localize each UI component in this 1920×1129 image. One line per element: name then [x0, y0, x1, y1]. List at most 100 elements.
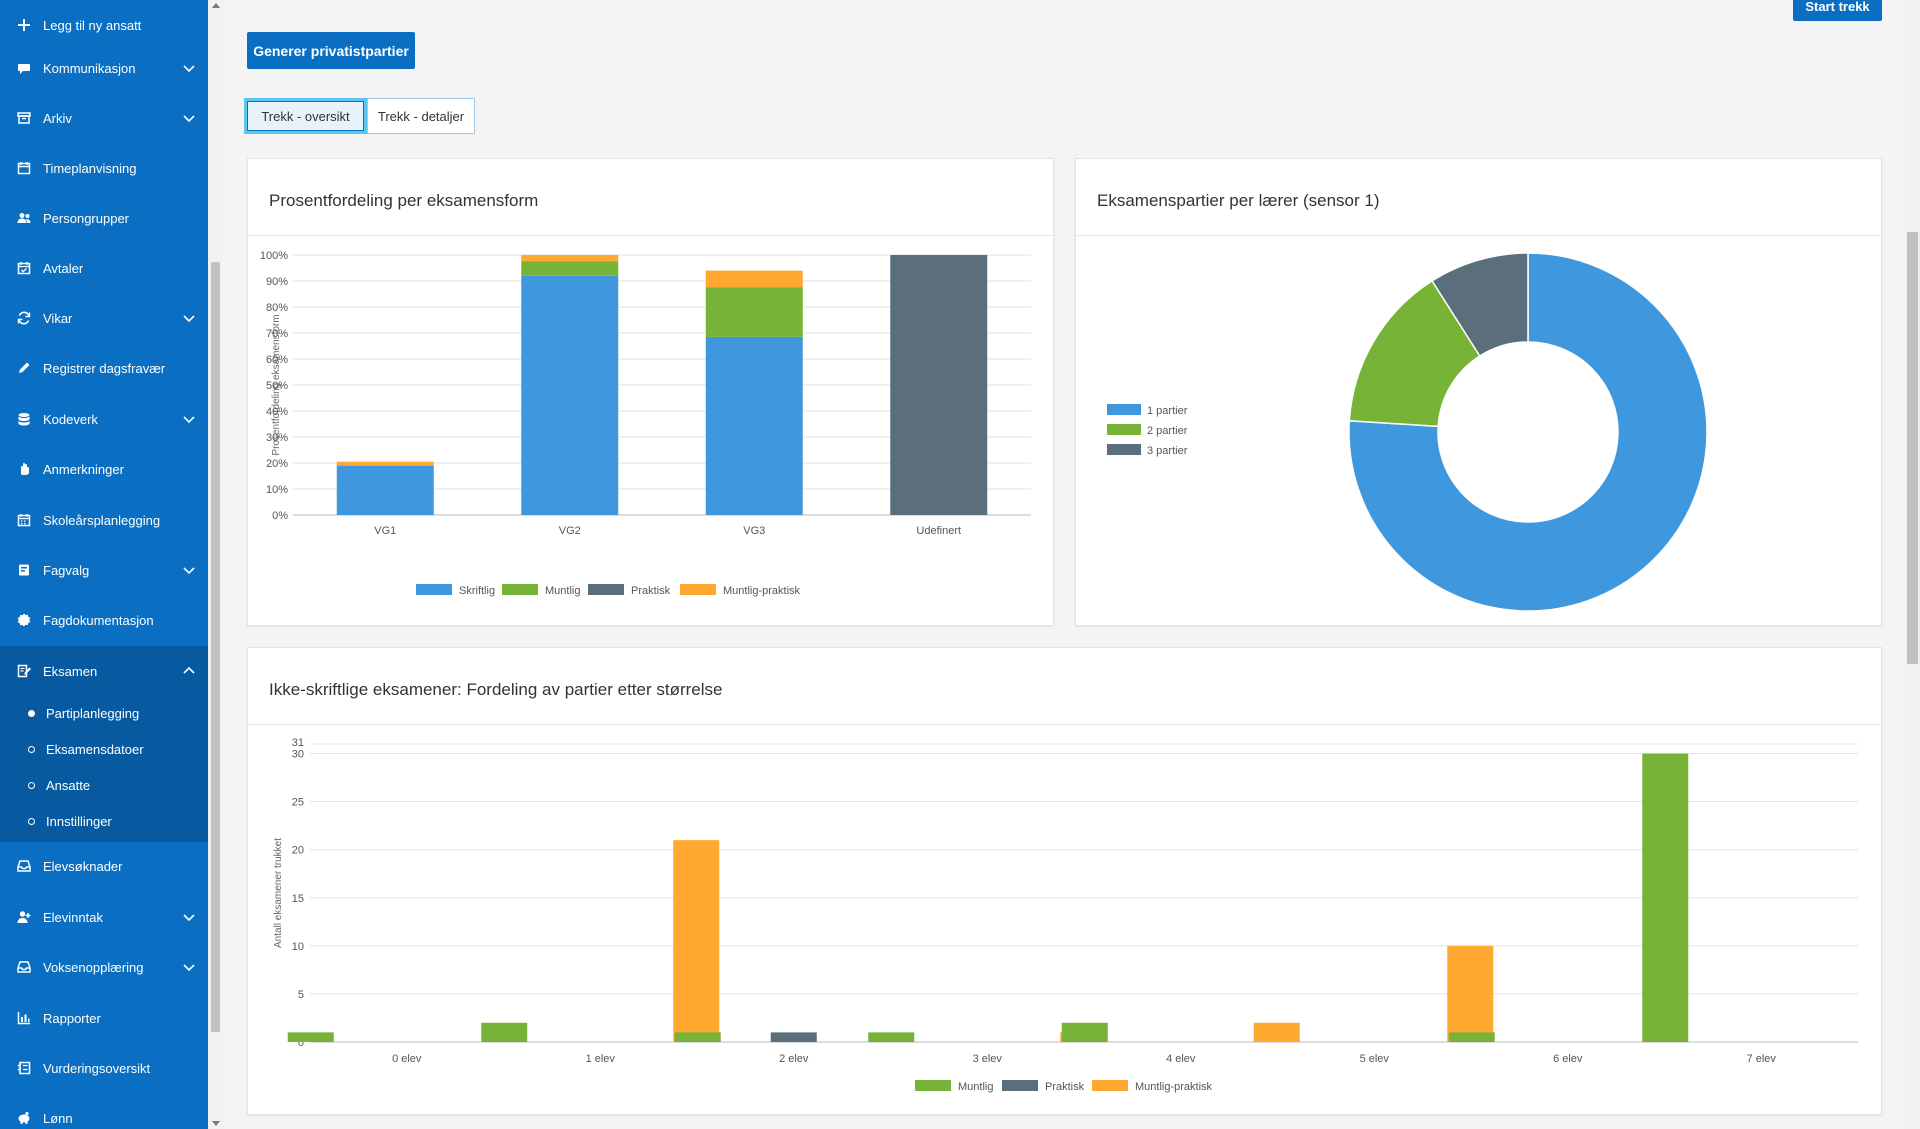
donut-chart: 1 partier 2 partier 3 partier — [1107, 252, 1708, 612]
submenu-item-innstillinger[interactable]: Innstillinger — [0, 803, 208, 839]
legend-swatch — [680, 584, 716, 595]
donut-slice-1 — [1348, 252, 1708, 612]
sidebar-item-rapporter[interactable]: Rapporter — [0, 993, 208, 1043]
sidebar-item-label: Persongrupper — [43, 210, 129, 226]
sidebar-item-label: Fagdokumentasjon — [43, 612, 154, 628]
scroll-down-icon[interactable] — [212, 1121, 220, 1126]
sidebar-item-label: Vikar — [43, 310, 73, 326]
archive-icon — [13, 111, 35, 125]
generate-privatist-button[interactable]: Generer privatistpartier — [247, 32, 415, 69]
chevron-down-icon[interactable] — [182, 62, 196, 74]
y-axis-label: Antall eksamener trukket — [273, 838, 284, 948]
chevron-down-icon[interactable] — [182, 312, 196, 324]
sidebar-item-kommunikasjon[interactable]: Kommunikasjon — [0, 43, 208, 93]
x-tick-label: 7 elev — [1747, 1053, 1777, 1065]
sidebar-item-fagdokumentasjon[interactable]: Fagdokumentasjon — [0, 595, 208, 645]
chart-title: Ikke-skriftlige eksamener: Fordeling av … — [269, 680, 723, 699]
page-scrollbar-thumb[interactable] — [1907, 232, 1918, 664]
database-icon — [13, 412, 35, 426]
filled-circle-icon — [28, 709, 35, 717]
sidebar-item-fagvalg[interactable]: Fagvalg — [0, 545, 208, 595]
submenu-item-ansatte[interactable]: Ansatte — [0, 767, 208, 803]
x-tick-label: 5 elev — [1360, 1053, 1390, 1065]
x-tick-label: 3 elev — [973, 1053, 1003, 1065]
circle-icon — [28, 781, 35, 789]
bar-muntlig-3 — [868, 1032, 915, 1042]
x-tick-label: 6 elev — [1553, 1053, 1583, 1065]
checklist-icon — [13, 1061, 35, 1075]
sidebar-item-label: Voksenopplæring — [43, 959, 144, 975]
legend-label: 3 partier — [1147, 445, 1188, 457]
sidebar-item-arkiv[interactable]: Arkiv — [0, 93, 208, 143]
sidebar-item-kodeverk[interactable]: Kodeverk — [0, 394, 208, 444]
donut-slice-3 — [1431, 252, 1529, 358]
divider — [1076, 235, 1881, 236]
legend-swatch — [416, 584, 452, 595]
sidebar-item-skoleårsplanlegging[interactable]: Skoleårsplanlegging — [0, 495, 208, 545]
pencil-icon — [13, 361, 35, 375]
bar-muntlig-4 — [1061, 1022, 1108, 1042]
sidebar-item-registrer-dagsfravær[interactable]: Registrer dagsfravær — [0, 343, 208, 393]
users-icon — [13, 211, 35, 225]
sidebar-item-anmerkninger[interactable]: Anmerkninger — [0, 444, 208, 494]
legend-label: Muntlig — [545, 585, 580, 597]
chevron-down-icon[interactable] — [182, 413, 196, 425]
chevron-up-icon[interactable] — [182, 665, 196, 677]
sidebar-item-label: Eksamen — [43, 663, 98, 679]
sidebar-item-timeplanvisning[interactable]: Timeplanvisning — [0, 143, 208, 193]
donut-slice-2 — [1348, 279, 1481, 428]
chart-panel-size: Ikke-skriftlige eksamener: Fordeling av … — [247, 647, 1882, 1115]
inbox-icon — [13, 960, 35, 974]
bar-muntlig-1 — [481, 1022, 528, 1042]
sidebar-item-lønn[interactable]: Lønn — [0, 1093, 208, 1129]
sidebar-item-persongrupper[interactable]: Persongrupper — [0, 193, 208, 243]
x-tick-label: 0 elev — [392, 1053, 422, 1065]
plus-icon — [13, 18, 35, 32]
submenu-item-eksamensdatoer[interactable]: Eksamensdatoer — [0, 731, 208, 767]
legend-swatch — [588, 584, 624, 595]
y-tick-label: 15 — [292, 893, 304, 905]
sidebar-item-vurderingsoversikt[interactable]: Vurderingsoversikt — [0, 1043, 208, 1093]
sidebar-item-elevinntak[interactable]: Elevinntak — [0, 892, 208, 942]
tab-trekk-oversikt[interactable]: Trekk - oversikt — [244, 98, 367, 134]
sidebar-item-avtaler[interactable]: Avtaler — [0, 243, 208, 293]
chevron-down-icon[interactable] — [182, 911, 196, 923]
sidebar-item-label: Registrer dagsfravær — [43, 360, 166, 376]
y-tick-label: 25 — [292, 797, 304, 809]
sidebar-item-label: Kommunikasjon — [43, 60, 136, 76]
sidebar-item-legg-til-ny-ansatt[interactable]: Legg til ny ansatt — [0, 0, 208, 50]
bar-muntlig-praktisk-1 — [673, 840, 720, 1042]
y-tick-label: 0 — [298, 1037, 304, 1049]
sidebar-item-elevsøknader[interactable]: Elevsøknader — [0, 841, 208, 891]
user-plus-icon — [13, 910, 35, 924]
sidebar-item-eksamen[interactable]: Eksamen — [0, 646, 208, 696]
sidebar-item-label: Elevsøknader — [43, 858, 123, 874]
bar-praktisk-2 — [770, 1032, 817, 1042]
submenu-item-partiplanlegging[interactable]: Partiplanlegging — [0, 695, 208, 731]
scroll-up-icon[interactable] — [212, 3, 220, 8]
chart-title: Prosentfordeling per eksamensform — [269, 191, 539, 210]
chart-panel-percent: Prosentfordeling per eksamensform 0% 10% 2… — [247, 158, 1054, 626]
submenu-item-label: Innstillinger — [46, 813, 112, 829]
bar-muntlig-vg2 — [521, 261, 619, 276]
chart-title: Eksamenspartier per lærer (sensor 1) — [1097, 191, 1380, 210]
legend-swatch — [502, 584, 538, 595]
legend-swatch — [1107, 444, 1141, 455]
tab-trekk-detaljer[interactable]: Trekk - detaljer — [367, 98, 475, 134]
start-trekk-button[interactable]: Start trekk — [1793, 0, 1882, 21]
sidebar-scrollbar-thumb[interactable] — [211, 262, 220, 1032]
chevron-down-icon[interactable] — [182, 961, 196, 973]
sidebar-item-label: Anmerkninger — [43, 461, 124, 477]
chevron-down-icon[interactable] — [182, 112, 196, 124]
legend-label: 2 partier — [1147, 425, 1188, 437]
sidebar-item-voksenopplæring[interactable]: Voksenopplæring — [0, 942, 208, 992]
bar-muntlig-praktisk-5 — [1447, 945, 1494, 1042]
bar-skriftlig-vg3 — [705, 336, 803, 515]
sidebar-item-vikar[interactable]: Vikar — [0, 293, 208, 343]
chevron-down-icon[interactable] — [182, 564, 196, 576]
sidebar-item-label: Elevinntak — [43, 909, 103, 925]
y-tick-label: 90% — [266, 276, 288, 288]
inbox-icon — [13, 859, 35, 873]
legend-swatch — [1002, 1080, 1038, 1091]
